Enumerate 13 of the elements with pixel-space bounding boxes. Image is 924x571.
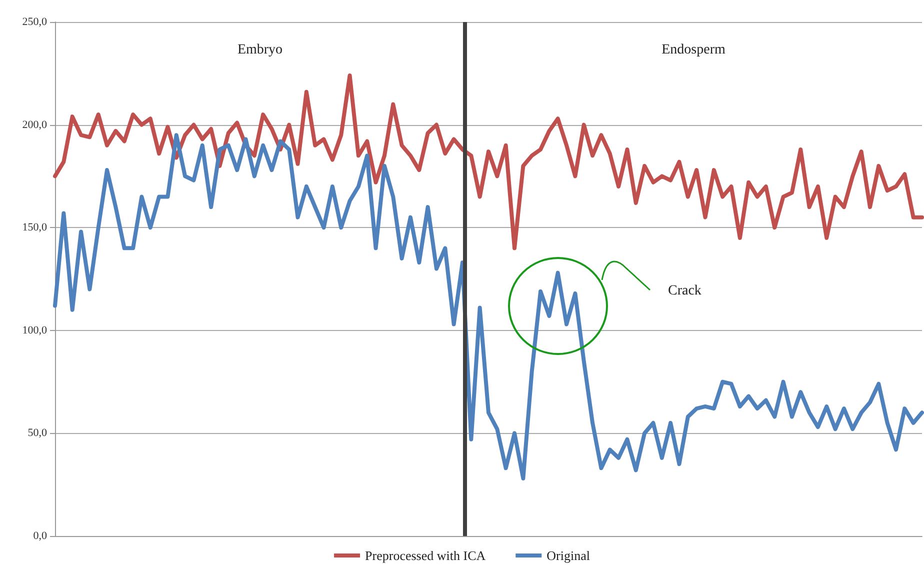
y-tick-label: 0,0 [33, 530, 48, 542]
line-series [53, 73, 924, 250]
annotation: Endosperm [662, 42, 726, 58]
annotation: Crack [668, 284, 702, 298]
legend-label: Preprocessed with ICA [365, 548, 486, 563]
y-tick-label: 200,0 [22, 118, 48, 131]
legend-label: Original [546, 548, 590, 563]
annotation: Embryo [237, 42, 283, 58]
line-series [53, 133, 924, 480]
y-tick-label: 150,0 [22, 222, 48, 234]
y-tick-label: 50,0 [28, 427, 48, 440]
y-tick-label: 100,0 [22, 324, 48, 336]
y-tick-label: 250,0 [22, 16, 48, 28]
